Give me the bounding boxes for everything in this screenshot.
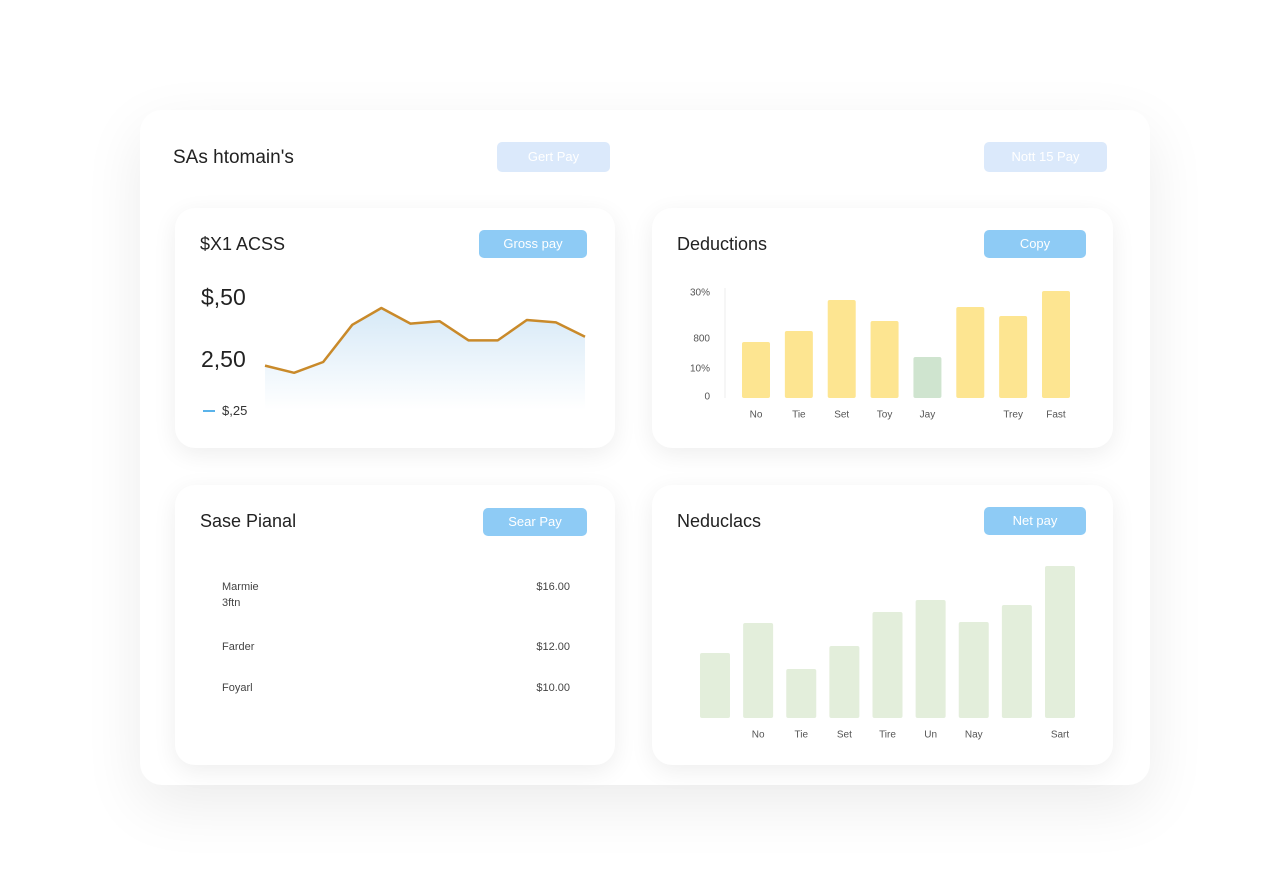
x-tick-label: Sart xyxy=(1051,730,1070,741)
bar xyxy=(784,331,813,398)
value-label: 2,50 xyxy=(201,346,246,372)
panel-button[interactable]: Net pay xyxy=(984,507,1086,535)
bar xyxy=(870,321,899,398)
table-label: Farder xyxy=(222,641,255,653)
x-tick-label: Nay xyxy=(965,730,983,741)
bar xyxy=(999,316,1028,398)
table-label: Marmie 3ftn xyxy=(222,581,259,609)
panel-button[interactable]: Copy xyxy=(984,230,1086,258)
bar-chart: No Tie Set Tire Un Nay Sart xyxy=(700,566,1075,741)
table-value: $12.00 xyxy=(536,641,570,653)
bar xyxy=(915,600,946,718)
x-tick-label: Fast xyxy=(1046,410,1066,421)
y-axis-label: 30% xyxy=(690,288,710,299)
panel-title: Deductions xyxy=(677,234,768,254)
x-tick-label: Set xyxy=(834,410,849,421)
bar xyxy=(956,307,985,398)
x-tick-label: Jay xyxy=(920,410,936,421)
panel-button[interactable]: Gross pay xyxy=(479,230,587,258)
y-axis-label: 10% xyxy=(690,364,710,375)
bar xyxy=(700,653,730,718)
bar xyxy=(872,612,903,718)
x-tick-label: No xyxy=(750,410,763,421)
line xyxy=(264,306,586,375)
panel-title: Neduclacs xyxy=(677,511,762,531)
x-tick-label: Un xyxy=(924,730,937,741)
line-chart xyxy=(264,306,586,410)
deductions-panel: 30% 800 10% 0 No Tie Set Toy Jay Trey Fast Deducti… xyxy=(652,208,1113,448)
x-tick-label: Trey xyxy=(1003,410,1023,421)
bar xyxy=(913,357,942,398)
header-title: SAs htomain's xyxy=(173,147,294,168)
bar xyxy=(742,342,770,398)
x-tick-label: Toy xyxy=(877,410,893,421)
bar xyxy=(827,300,856,398)
x-tick-label: Tire xyxy=(879,730,896,741)
x-tick-label: Tie xyxy=(792,410,806,421)
panel-title: $X1 ACSS xyxy=(200,234,286,254)
y-axis-label: 800 xyxy=(693,334,710,345)
header-button[interactable]: Nott 15 Pay xyxy=(984,142,1107,172)
bar-chart: 30% 800 10% 0 No Tie Set Toy Jay Trey Fast xyxy=(690,288,1070,421)
line-panel: $X1 ACSS Gross pay $,50 2,50 $,25 xyxy=(175,208,615,448)
panel-title: Sase Pianal xyxy=(200,511,297,531)
table-value: $10.00 xyxy=(536,682,570,694)
bar xyxy=(786,669,817,718)
value-label: $,50 xyxy=(201,284,246,310)
header-button[interactable]: Gert Pay xyxy=(497,142,610,172)
y-axis-label: 0 xyxy=(704,392,710,403)
bar xyxy=(829,646,860,718)
line-area xyxy=(265,308,585,410)
table-panel: Sase Pianal Sear Pay Marmie 3ftn $16.00 Fa… xyxy=(175,485,615,765)
legend-dash xyxy=(203,410,215,412)
bar xyxy=(958,622,989,718)
bar xyxy=(1045,566,1075,718)
value-label: $,25 xyxy=(222,403,248,418)
nebulacs-panel: No Tie Set Tire Un Nay Sart Neduclacs Net pay xyxy=(652,485,1113,765)
table-label: Foyarl xyxy=(222,682,253,694)
table-value: $16.00 xyxy=(536,581,570,593)
dashboard: SAs htomain's Gert Pay Nott 15 Pay $X1 A… xyxy=(140,110,1150,785)
x-tick-label: No xyxy=(752,730,765,741)
panel-button[interactable]: Sear Pay xyxy=(483,508,587,536)
x-tick-label: Set xyxy=(837,730,852,741)
bar xyxy=(743,623,774,718)
bar xyxy=(1001,605,1032,718)
bar xyxy=(1042,291,1070,398)
x-tick-label: Tie xyxy=(794,730,808,741)
